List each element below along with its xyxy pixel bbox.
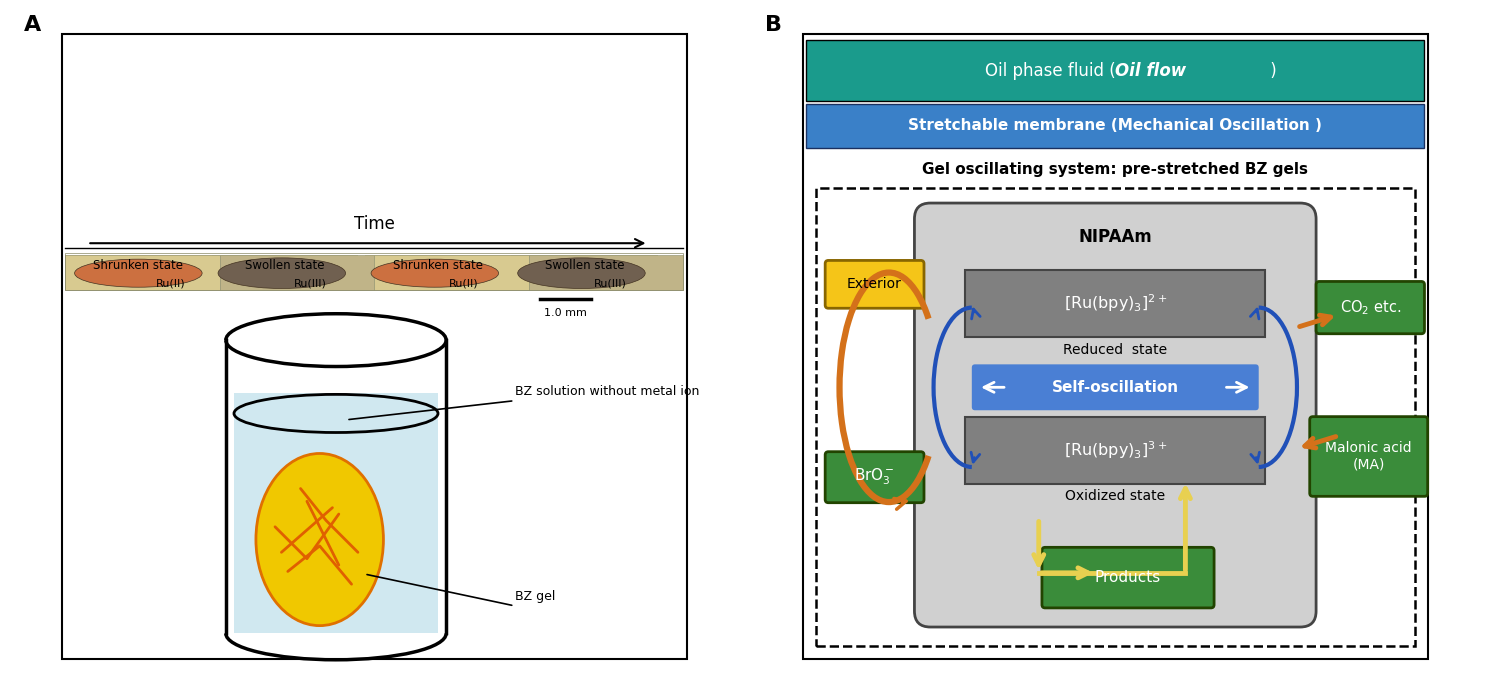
Text: Swollen state: Swollen state	[246, 258, 325, 272]
Text: Oxidized state: Oxidized state	[1066, 489, 1165, 503]
FancyBboxPatch shape	[61, 34, 687, 659]
FancyBboxPatch shape	[211, 255, 358, 290]
Text: ): )	[1265, 62, 1277, 80]
FancyBboxPatch shape	[966, 270, 1265, 337]
FancyBboxPatch shape	[805, 104, 1425, 148]
Text: B: B	[765, 15, 781, 35]
FancyBboxPatch shape	[805, 40, 1425, 101]
Text: Ru(II): Ru(II)	[156, 279, 186, 288]
Text: $[\mathrm{Ru(bpy)_3}]^{2+}$: $[\mathrm{Ru(bpy)_3}]^{2+}$	[1063, 292, 1168, 315]
FancyBboxPatch shape	[64, 255, 211, 290]
Text: Ru(III): Ru(III)	[594, 279, 627, 288]
FancyBboxPatch shape	[915, 203, 1316, 627]
Text: Time: Time	[353, 215, 395, 233]
Text: A: A	[24, 15, 40, 35]
Ellipse shape	[234, 394, 439, 432]
Text: Swollen state: Swollen state	[545, 258, 624, 272]
Ellipse shape	[518, 258, 645, 288]
FancyBboxPatch shape	[64, 225, 684, 292]
FancyBboxPatch shape	[1316, 281, 1425, 334]
Text: Malonic acid
(MA): Malonic acid (MA)	[1325, 441, 1412, 471]
FancyBboxPatch shape	[64, 255, 220, 290]
Text: $[\mathrm{Ru(bpy)_3}]^{3+}$: $[\mathrm{Ru(bpy)_3}]^{3+}$	[1063, 439, 1168, 461]
FancyBboxPatch shape	[972, 365, 1259, 410]
Text: $\mathrm{BrO_3^-}$: $\mathrm{BrO_3^-}$	[853, 467, 895, 487]
FancyBboxPatch shape	[825, 261, 924, 308]
Text: Stretchable membrane (Mechanical Oscillation ): Stretchable membrane (Mechanical Oscilla…	[909, 119, 1322, 134]
Text: Shrunken state: Shrunken state	[93, 258, 183, 272]
FancyBboxPatch shape	[374, 255, 528, 290]
FancyBboxPatch shape	[528, 255, 684, 290]
Text: Ru(III): Ru(III)	[293, 279, 326, 288]
Text: 1.0 mm: 1.0 mm	[543, 308, 587, 318]
Text: Oil phase fluid (: Oil phase fluid (	[985, 62, 1115, 80]
FancyBboxPatch shape	[802, 34, 1428, 659]
Text: NIPAAm: NIPAAm	[1078, 228, 1153, 246]
Text: Exterior: Exterior	[847, 277, 901, 291]
Text: Products: Products	[1094, 570, 1162, 585]
Text: $\mathrm{CO_2}$ etc.: $\mathrm{CO_2}$ etc.	[1340, 298, 1401, 317]
FancyBboxPatch shape	[365, 255, 512, 290]
Text: Self-oscillation: Self-oscillation	[1052, 380, 1178, 395]
FancyBboxPatch shape	[966, 416, 1265, 484]
FancyBboxPatch shape	[1310, 416, 1428, 496]
FancyBboxPatch shape	[512, 255, 659, 290]
Ellipse shape	[219, 258, 346, 288]
FancyBboxPatch shape	[825, 452, 924, 502]
Ellipse shape	[256, 453, 383, 626]
FancyBboxPatch shape	[816, 188, 1415, 646]
FancyBboxPatch shape	[1042, 547, 1214, 608]
FancyBboxPatch shape	[234, 393, 439, 633]
FancyBboxPatch shape	[220, 255, 374, 290]
Text: Gel oscillating system: pre-stretched BZ gels: Gel oscillating system: pre-stretched BZ…	[922, 161, 1308, 177]
Text: BZ gel: BZ gel	[515, 590, 555, 603]
Text: Ru(II): Ru(II)	[449, 279, 479, 288]
Text: Oil flow: Oil flow	[1115, 62, 1187, 80]
Ellipse shape	[75, 259, 202, 287]
Text: Reduced  state: Reduced state	[1063, 342, 1168, 357]
Text: BZ solution without metal ion: BZ solution without metal ion	[515, 385, 699, 398]
Text: Shrunken state: Shrunken state	[394, 258, 484, 272]
Ellipse shape	[371, 259, 499, 287]
